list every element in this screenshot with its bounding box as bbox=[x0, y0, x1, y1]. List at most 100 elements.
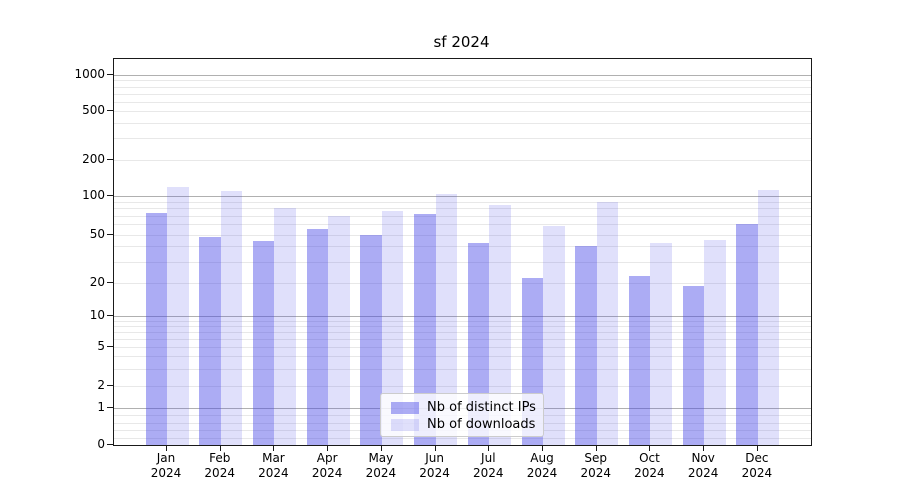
y-tick-label: 20 bbox=[89, 275, 105, 290]
bar-may-distinct-ips bbox=[360, 234, 382, 445]
x-tick-year: 2024 bbox=[150, 466, 182, 480]
x-tick-month: Apr bbox=[316, 451, 338, 465]
y-tick-label: 5 bbox=[97, 339, 105, 353]
bar-jun-distinct-ips bbox=[414, 214, 436, 445]
y-tick-mark bbox=[107, 282, 113, 284]
x-tick-mark bbox=[327, 445, 329, 451]
x-tick-label: Apr 2024 bbox=[295, 451, 359, 481]
x-tick-mark bbox=[542, 445, 544, 451]
y-tick-label: 50 bbox=[89, 226, 105, 241]
x-tick-year: 2024 bbox=[473, 466, 504, 480]
gridline-minor bbox=[114, 160, 811, 161]
gridline-minor bbox=[114, 86, 811, 88]
gridline-minor bbox=[114, 261, 811, 263]
x-tick-month: Mar bbox=[262, 451, 285, 465]
legend-row: Nb of downloads bbox=[391, 416, 535, 433]
y-tick-label: 0 bbox=[97, 437, 105, 451]
y-tick-mark bbox=[107, 406, 113, 408]
legend-swatch-downloads bbox=[391, 418, 419, 431]
y-tick-label: 1 bbox=[97, 399, 105, 414]
bar-jan-distinct-ips bbox=[145, 212, 167, 445]
y-tick-label: 1000 bbox=[74, 67, 105, 81]
x-tick-year: 2024 bbox=[419, 466, 450, 480]
gridline-minor bbox=[114, 356, 811, 358]
bar-sep-distinct-ips bbox=[575, 246, 597, 445]
plot-area bbox=[113, 58, 812, 446]
gridline-minor bbox=[114, 338, 811, 340]
x-tick-month: Dec bbox=[745, 451, 769, 465]
gridline-minor bbox=[114, 283, 811, 285]
y-tick-mark bbox=[107, 315, 113, 316]
gridline-minor bbox=[114, 122, 811, 124]
bar-jul-downloads bbox=[489, 205, 511, 445]
x-tick-year: 2024 bbox=[741, 466, 773, 480]
x-tick-mark bbox=[488, 445, 490, 451]
x-tick-label: Jan 2024 bbox=[134, 451, 198, 481]
bar-mar-downloads bbox=[274, 207, 296, 445]
x-tick-month: Jan bbox=[156, 451, 176, 465]
x-tick-month: Oct bbox=[639, 451, 660, 465]
gridline-minor bbox=[114, 224, 811, 226]
y-tick-label: 500 bbox=[82, 103, 105, 117]
x-tick-month: Nov bbox=[691, 451, 715, 465]
gridline-minor bbox=[114, 320, 811, 322]
x-tick-month: Feb bbox=[209, 451, 231, 465]
x-tick-year: 2024 bbox=[580, 466, 611, 480]
bar-oct-distinct-ips bbox=[628, 275, 651, 445]
bar-aug-downloads bbox=[543, 226, 565, 445]
gridline-major bbox=[114, 316, 811, 317]
x-tick-year: 2024 bbox=[204, 466, 235, 480]
legend: Nb of distinct IPs Nb of downloads bbox=[380, 393, 544, 437]
gridline-major bbox=[114, 196, 811, 197]
gridline-minor bbox=[114, 368, 811, 370]
x-tick-label: Jul 2024 bbox=[456, 451, 520, 481]
y-tick-mark bbox=[107, 233, 113, 235]
x-tick-mark bbox=[703, 445, 705, 451]
legend-label: Nb of downloads bbox=[427, 417, 536, 432]
x-tick-month: May bbox=[368, 451, 394, 465]
gridline-minor bbox=[114, 80, 811, 82]
x-tick-month: Aug bbox=[530, 451, 554, 465]
x-tick-month: Jul bbox=[481, 451, 496, 465]
y-tick-label: 100 bbox=[82, 188, 105, 202]
x-tick-year: 2024 bbox=[365, 466, 397, 480]
y-tick-mark bbox=[107, 346, 113, 347]
x-tick-month: Sep bbox=[584, 451, 608, 465]
gridline-minor bbox=[114, 138, 811, 140]
gridline-minor bbox=[114, 215, 811, 217]
x-tick-mark bbox=[756, 445, 758, 451]
x-tick-mark bbox=[434, 445, 436, 451]
x-tick-year: 2024 bbox=[687, 466, 719, 480]
x-tick-label: May 2024 bbox=[349, 451, 413, 481]
x-tick-mark bbox=[380, 445, 382, 451]
y-tick-label: 10 bbox=[89, 308, 105, 322]
bar-dec-distinct-ips bbox=[736, 224, 758, 445]
gridline-minor bbox=[114, 234, 811, 236]
x-tick-label: Oct 2024 bbox=[617, 451, 681, 481]
gridline-minor bbox=[114, 208, 811, 210]
y-tick-mark bbox=[107, 110, 113, 111]
bar-jan-downloads bbox=[167, 186, 189, 445]
bar-mar-distinct-ips bbox=[252, 241, 275, 445]
gridline-minor bbox=[114, 386, 811, 387]
x-tick-year: 2024 bbox=[258, 466, 289, 480]
bar-nov-distinct-ips bbox=[682, 285, 705, 445]
x-tick-label: Mar 2024 bbox=[241, 451, 305, 481]
x-tick-year: 2024 bbox=[634, 466, 665, 480]
bar-feb-distinct-ips bbox=[199, 236, 221, 445]
x-tick-mark bbox=[166, 445, 167, 451]
x-tick-label: Dec 2024 bbox=[725, 451, 789, 481]
legend-row: Nb of distinct IPs bbox=[391, 399, 536, 416]
gridline-minor bbox=[114, 331, 811, 333]
gridline-minor bbox=[114, 246, 811, 248]
legend-label: Nb of distinct IPs bbox=[427, 400, 536, 415]
y-tick-label: 2 bbox=[97, 378, 105, 392]
y-tick-mark bbox=[107, 385, 113, 386]
gridline-minor bbox=[114, 347, 811, 348]
x-tick-label: Feb 2024 bbox=[188, 451, 252, 481]
x-tick-label: Nov 2024 bbox=[671, 451, 735, 481]
x-tick-mark bbox=[595, 445, 597, 451]
x-tick-label: Jun 2024 bbox=[403, 451, 467, 481]
gridline-minor bbox=[114, 201, 811, 203]
y-tick-mark bbox=[107, 444, 113, 445]
